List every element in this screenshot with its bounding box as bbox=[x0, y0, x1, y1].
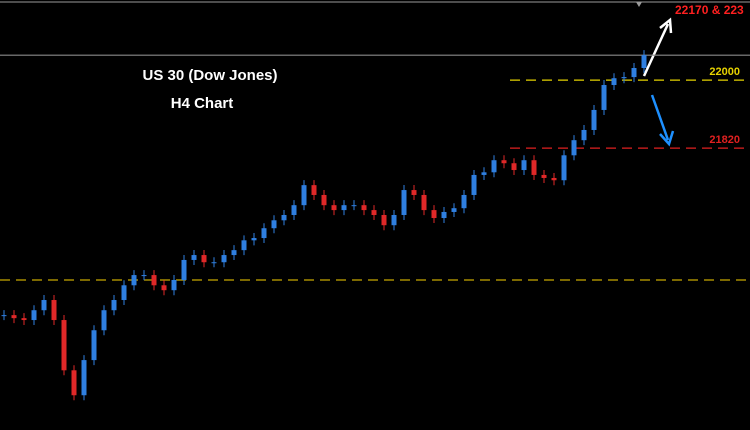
candle bbox=[521, 160, 527, 171]
candle bbox=[101, 310, 107, 331]
candle bbox=[401, 190, 407, 215]
level-label: 22000 bbox=[709, 66, 740, 78]
candle bbox=[1, 315, 7, 317]
candle bbox=[271, 220, 277, 229]
candle bbox=[611, 78, 617, 86]
candle bbox=[531, 160, 537, 175]
candle bbox=[421, 194, 427, 211]
candle bbox=[71, 370, 77, 396]
candle bbox=[241, 240, 247, 251]
candle bbox=[641, 55, 647, 69]
candle bbox=[601, 85, 607, 110]
candle bbox=[161, 285, 167, 291]
candle bbox=[261, 228, 267, 239]
candle bbox=[221, 255, 227, 263]
scroll-marker bbox=[636, 2, 642, 7]
target-annotation: 22170 & 223 bbox=[675, 3, 744, 17]
candle bbox=[341, 205, 347, 211]
candle bbox=[141, 275, 147, 277]
candle bbox=[511, 163, 517, 171]
candle bbox=[441, 211, 447, 219]
candle bbox=[491, 160, 497, 173]
candle bbox=[41, 300, 47, 311]
candle bbox=[21, 318, 27, 321]
chart-title: US 30 (Dow Jones) bbox=[142, 67, 277, 84]
candle bbox=[61, 320, 67, 371]
candle bbox=[251, 238, 257, 241]
candle bbox=[131, 275, 137, 286]
candle bbox=[541, 174, 547, 178]
candle bbox=[451, 208, 457, 212]
up-arrow bbox=[642, 17, 673, 77]
candle bbox=[591, 109, 597, 130]
down-arrow bbox=[650, 94, 675, 147]
candle bbox=[11, 315, 17, 319]
candle bbox=[361, 205, 367, 211]
candle bbox=[201, 255, 207, 263]
candle bbox=[321, 194, 327, 206]
candle bbox=[501, 160, 507, 164]
candle bbox=[121, 285, 127, 301]
candle bbox=[281, 215, 287, 221]
candle bbox=[291, 205, 297, 215]
candle bbox=[181, 259, 187, 280]
candle bbox=[481, 172, 487, 175]
candle bbox=[561, 155, 567, 181]
candle bbox=[351, 205, 357, 207]
candle bbox=[301, 185, 307, 206]
chart-subtitle: H4 Chart bbox=[171, 95, 234, 112]
candle bbox=[571, 140, 577, 156]
candle bbox=[381, 215, 387, 226]
candle bbox=[411, 190, 417, 195]
candle bbox=[211, 262, 217, 264]
candle bbox=[391, 215, 397, 226]
candle bbox=[581, 129, 587, 141]
candle bbox=[461, 194, 467, 209]
candle bbox=[371, 210, 377, 215]
candle bbox=[81, 360, 87, 396]
candle bbox=[111, 300, 117, 311]
candle bbox=[151, 275, 157, 286]
candle bbox=[311, 185, 317, 195]
candle bbox=[171, 279, 177, 291]
level-label: 21820 bbox=[709, 134, 740, 146]
candle bbox=[471, 174, 477, 195]
candle bbox=[91, 330, 97, 361]
candle bbox=[331, 205, 337, 211]
candle bbox=[631, 68, 637, 78]
candle bbox=[51, 300, 57, 321]
candle bbox=[231, 250, 237, 256]
candle bbox=[551, 177, 557, 181]
candle bbox=[431, 210, 437, 219]
candle bbox=[621, 77, 627, 79]
candle bbox=[31, 310, 37, 321]
candle bbox=[191, 255, 197, 260]
